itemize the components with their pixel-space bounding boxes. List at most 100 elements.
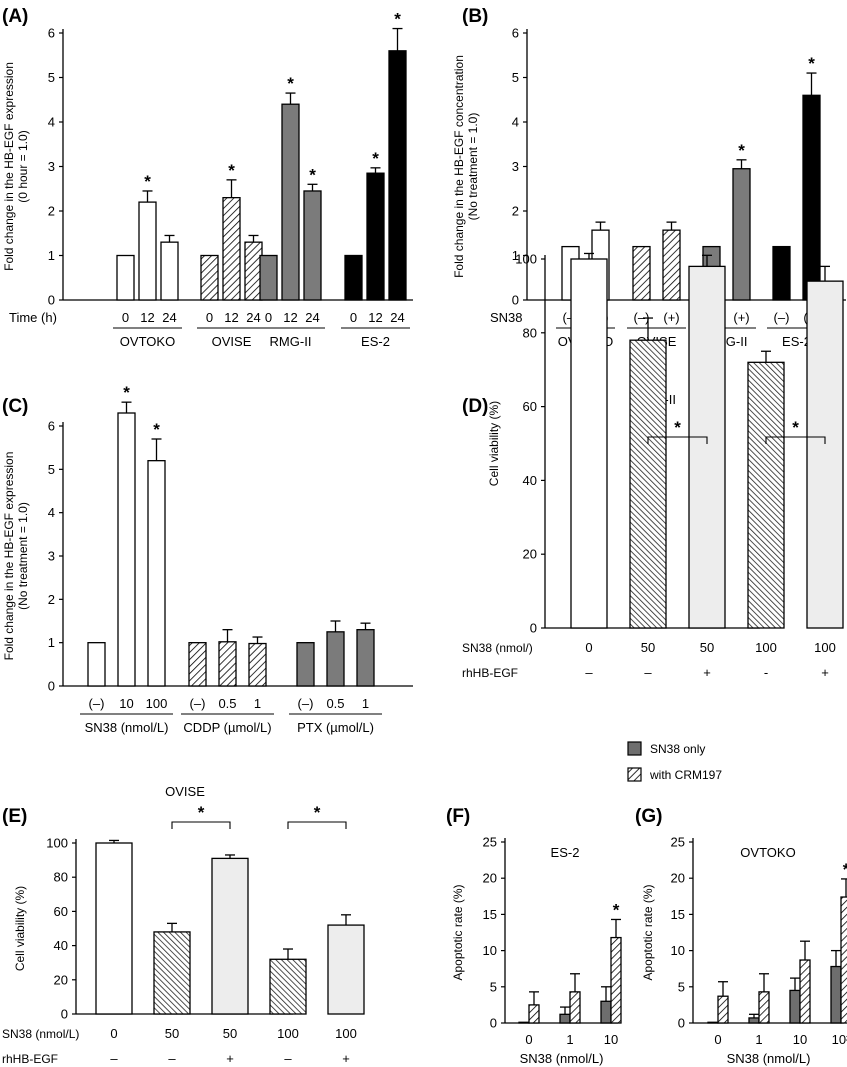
panel-a-group-label: RMG-II [270,334,312,349]
panel-b-y-axis-label: (No treatment = 1.0) [466,113,480,221]
panel-a-y-tick-label: 4 [48,115,55,130]
panel-c-bar [147,460,166,687]
panel-d-bar [747,361,785,629]
panel-f-y-tick-label: 5 [490,979,497,994]
panel-d-bar [629,339,667,629]
legend-swatch [627,741,642,756]
panel-b-bar [772,245,791,301]
panel-c-x-tick-label: 1 [254,696,261,711]
panel-g-bar [799,959,811,1024]
panel-e-y-tick-label: 20 [54,972,68,987]
panel-g-significance-mark: * [843,860,847,879]
panel-d-y-tick-label: 60 [523,399,537,414]
panel-d-row1-value: 50 [641,640,655,655]
panel-e-row-label-1: SN38 (nmol/L) [2,1027,79,1041]
panel-f-bar [528,1004,540,1024]
panel-c-x-tick-label: (–) [89,696,105,711]
panel-a-y-tick-label: 2 [48,204,55,219]
panel-d-significance-bracket [647,436,708,444]
panel-e-row2-value: – [110,1051,118,1066]
panel-f-y-tick-label: 0 [490,1016,497,1031]
panel-e-title: OVISE [165,784,205,799]
panel-g-letter: (G) [635,806,662,827]
panel-c-group-label: PTX (µmol/L) [297,720,374,735]
panel-g-y-tick-label: 25 [671,835,685,850]
panel-a-y-axis-label: (0 hour = 1.0) [16,130,30,202]
panel-a-x-tick-label: 24 [305,310,319,325]
panel-e-row-label-2: rhHB-EGF [2,1052,58,1066]
panel-f-title: ES-2 [551,845,580,860]
panel-a-x-tick-label: 0 [350,310,357,325]
panel-c-bar [117,412,136,687]
panel-a-y-tick-label: 5 [48,70,55,85]
panel-c-y-tick-label: 1 [48,635,55,650]
legend: SN38 only with CRM197 [627,741,722,782]
panel-b-y-tick-label: 2 [512,204,519,219]
panel-d-chart: (D)RMG-II020406080100Cell viability (%)S… [462,252,844,680]
panel-e-significance-mark: * [314,803,321,822]
panel-f-x-tick-label: 10 [604,1032,618,1047]
panel-a-group-label: ES-2 [361,334,390,349]
panel-a-x-tick-label: 12 [368,310,382,325]
panel-a-x-tick-label: 12 [140,310,154,325]
panel-f-bar [610,936,622,1024]
panel-b-y-tick-label: 5 [512,70,519,85]
panel-g-y-tick-label: 5 [678,979,685,994]
panel-b-x-tick-label: (+) [733,310,749,325]
panel-a-y-tick-label: 0 [48,293,55,308]
panel-c-x-tick-label: (–) [298,696,314,711]
panel-a-bar [366,172,385,301]
panel-a-y-axis-label: Fold change in the HB-EGF expression [2,62,16,271]
panel-a-x-tick-label: 24 [246,310,260,325]
panel-c-x-tick-label: 100 [146,696,168,711]
panel-b-bar [802,94,821,301]
panel-g-x-tick-label: 0 [714,1032,721,1047]
panel-a-significance-mark: * [394,10,401,29]
panel-e-letter: (E) [2,806,27,827]
panel-f-significance-mark: * [613,900,620,919]
panel-c-x-tick-label: 10 [119,696,133,711]
panel-e-row1-value: 50 [223,1026,237,1041]
panel-c-bar [188,642,207,687]
legend-label: SN38 only [650,742,705,756]
panel-f-y-tick-label: 20 [483,871,497,886]
panel-f-x-axis-label: SN38 (nmol/L) [520,1051,604,1066]
panel-a-x-prefix-label: Time (h) [9,310,57,325]
panel-d-row2-value: – [644,665,652,680]
panel-c-bar [87,642,106,687]
panel-g-bar [830,965,842,1024]
panel-c-letter: (C) [2,396,28,417]
panel-a-y-tick-label: 3 [48,159,55,174]
panel-e-y-axis-label: Cell viability (%) [13,886,27,971]
panel-b-y-tick-label: 0 [512,293,519,308]
panel-a-x-tick-label: 0 [265,310,272,325]
panel-c-y-tick-label: 0 [48,679,55,694]
panel-d-row-label-2: rhHB-EGF [462,666,518,680]
panel-b-y-tick-label: 6 [512,26,519,41]
panel-b-bar [732,168,751,301]
panel-e-y-tick-label: 80 [54,870,68,885]
panel-c-x-tick-label: (–) [190,696,206,711]
panel-c-bar [248,642,267,687]
panel-c-x-tick-label: 0.5 [326,696,344,711]
panel-f-y-tick-label: 10 [483,943,497,958]
panel-c-chart: (C) 0 1 2 3 4 5 6 Fold change in the HB-EGF expr… [2,383,413,735]
panel-a-bar [259,254,278,301]
panel-e-bar [327,924,365,1015]
panel-e-row1-value: 0 [110,1026,117,1041]
panel-d-significance-mark: * [792,418,799,437]
panel-a-significance-mark: * [228,161,235,180]
panel-d-y-tick-label: 0 [530,621,537,636]
panel-c-significance-mark: * [123,383,130,402]
panel-f-letter: (F) [446,806,470,827]
panel-d-significance-mark: * [674,418,681,437]
panel-f-y-tick-label: 15 [483,907,497,922]
panel-a-x-tick-label: 12 [283,310,297,325]
panel-f-bar [518,1021,530,1024]
panel-e-row1-value: 100 [277,1026,299,1041]
panel-g-y-axis-label: Apoptotic rate (%) [641,884,655,980]
panel-e-row2-value: – [168,1051,176,1066]
legend-label: with CRM197 [649,768,722,782]
panel-d-row2-value: – [585,665,593,680]
